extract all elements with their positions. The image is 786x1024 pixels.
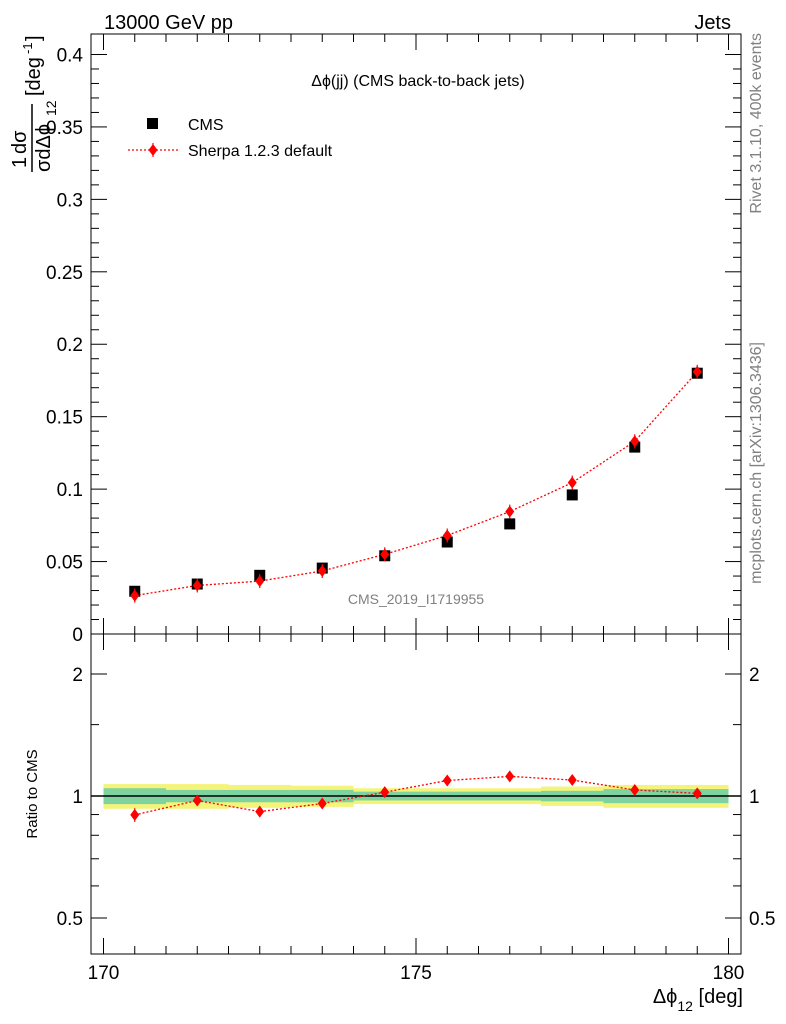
ratio-y-label: Ratio to CMS [24, 749, 41, 838]
ratio-point [442, 774, 452, 787]
y-label-numerator-d: dσ [9, 130, 31, 154]
sherpa-point [380, 548, 390, 561]
ratio-y-tick-label: 0.5 [57, 909, 83, 930]
x-tick-label: 170 [88, 963, 120, 984]
sherpa-point [192, 579, 202, 592]
legend-cms-marker [147, 118, 158, 129]
ratio-point [380, 786, 390, 799]
y-label-unit-close: ] [23, 35, 45, 41]
main-y-tick-label: 0.35 [46, 118, 83, 139]
sherpa-point [567, 476, 577, 489]
main-y-label: 1 dσ σdΔϕ 12 [deg -1] [9, 35, 59, 172]
energy-label: 13000 GeV pp [104, 12, 233, 34]
rivet-label: Rivet 3.1.10, 400k events [748, 33, 765, 214]
ratio-point [255, 805, 265, 818]
ratio-point [692, 787, 702, 800]
main-y-tick-label: 0.05 [46, 553, 83, 574]
chart-title: Δϕ(jj) (CMS back-to-back jets) [311, 73, 524, 90]
y-label-unit-exponent: -1 [20, 42, 35, 54]
x-tick-label: 180 [713, 963, 745, 984]
legend: CMS Sherpa 1.2.3 default [128, 117, 333, 160]
x-label-main: Δϕ [653, 986, 678, 1008]
ratio-point [630, 783, 640, 796]
main-panel: 0 0.05 0.1 0.15 0.2 0.25 0.3 0.35 0.4 Δϕ(jj) (CM… [9, 33, 742, 646]
ratio-point [130, 808, 140, 821]
main-x-ticks [103, 34, 729, 634]
ratio-panel: 0.5 0.51 12 2 170 175 180 Ratio to CMS Δϕ12 [… [24, 633, 776, 1014]
legend-sherpa-marker [148, 144, 158, 156]
ratio-y-tick-label-right: 1 [749, 787, 760, 808]
svg-text:Δϕ12 [deg]: Δϕ12 [deg] [653, 986, 743, 1014]
ratio-y-axis: 0.5 0.5 1 1 2 2 [57, 665, 776, 930]
main-y-tick-label: 0.3 [57, 190, 83, 211]
sherpa-point [692, 365, 702, 378]
y-label-denominator: σdΔϕ [33, 124, 55, 172]
ratio-line [134, 775, 698, 816]
main-y-tick-label: 0.2 [57, 335, 83, 356]
source-label: mcplots.cern.ch [arXiv:1306.3436] [748, 342, 765, 584]
sherpa-point [505, 505, 515, 518]
x-axis-label: Δϕ12 [deg] [653, 986, 743, 1014]
process-label: Jets [694, 12, 731, 34]
x-label-unit: [deg] [693, 986, 743, 1008]
main-y-tick-label: 0.15 [46, 408, 83, 429]
sherpa-point [317, 564, 327, 577]
main-y-tick-label: 0.1 [57, 480, 83, 501]
ratio-point [192, 794, 202, 807]
ratio-x-axis: 170 175 180 [88, 634, 745, 984]
cms-point [566, 489, 578, 501]
legend-sherpa-label: Sherpa 1.2.3 default [188, 143, 333, 160]
sherpa-point [630, 435, 640, 448]
legend-cms-label: CMS [188, 117, 224, 134]
y-label-numerator: 1 [9, 157, 31, 168]
ratio-point [505, 770, 515, 783]
main-y-axis: 0 0.05 0.1 0.15 0.2 0.25 0.3 0.35 0.4 [46, 45, 741, 646]
ratio-y-tick-label-right: 0.5 [749, 909, 775, 930]
x-label-subscript: 12 [677, 998, 693, 1014]
y-label-subscript: 12 [43, 100, 59, 116]
ratio-y-tick-label: 2 [72, 665, 83, 686]
y-label-unit: [deg [23, 57, 45, 96]
ratio-point [567, 774, 577, 787]
main-y-tick-label: 0.4 [57, 45, 84, 66]
sherpa-point [442, 529, 452, 542]
sherpa-point [255, 575, 265, 588]
ratio-point [317, 797, 327, 810]
main-y-tick-label: 0.25 [46, 263, 83, 284]
sherpa-line [134, 371, 698, 597]
watermark: CMS_2019_I1719955 [348, 591, 484, 607]
sherpa-point [130, 589, 140, 602]
ratio-y-tick-label-right: 2 [749, 665, 760, 686]
main-y-tick-label: 0 [72, 625, 83, 646]
cms-point [504, 518, 516, 530]
ratio-y-tick-label: 1 [72, 787, 83, 808]
x-tick-label: 175 [400, 963, 432, 984]
